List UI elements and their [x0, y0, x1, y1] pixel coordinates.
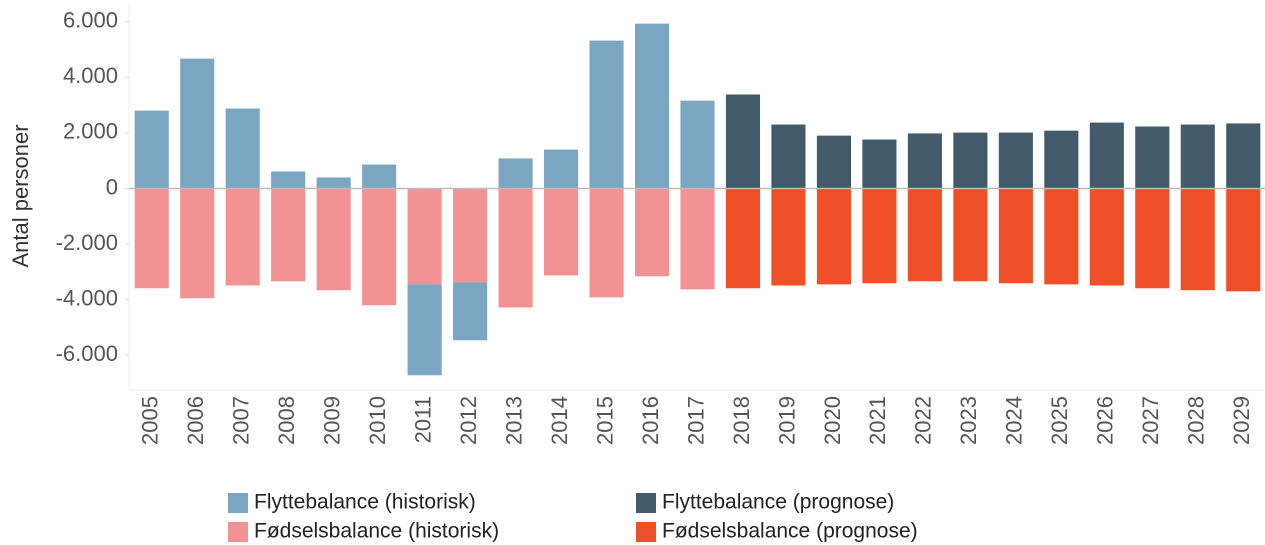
x-tick-label: 2005	[138, 396, 163, 445]
y-tick-label: 2.000	[63, 119, 118, 144]
x-tick-label: 2021	[865, 396, 890, 445]
bar	[1180, 124, 1215, 189]
legend-label: Flyttebalance (historisk)	[254, 491, 476, 514]
x-tick-label: 2025	[1047, 396, 1072, 445]
bar	[862, 139, 897, 189]
y-tick-label: 4.000	[63, 63, 118, 88]
x-tick-label: 2014	[547, 396, 572, 445]
bar	[771, 124, 806, 189]
y-tick-label: -2.000	[56, 230, 118, 255]
bar	[1089, 188, 1124, 286]
bar	[953, 188, 988, 282]
bar	[134, 188, 169, 289]
y-tick-label: -4.000	[56, 285, 118, 310]
x-tick-label: 2011	[410, 396, 435, 443]
x-tick-label: 2023	[956, 396, 981, 445]
bar	[1226, 188, 1261, 292]
bar	[816, 135, 851, 189]
y-tick-label: -6.000	[56, 341, 118, 366]
bar	[180, 188, 215, 299]
bar	[680, 100, 715, 189]
bar	[316, 177, 351, 189]
bar	[180, 58, 215, 189]
x-tick-label: 2029	[1229, 396, 1254, 445]
bar	[134, 110, 169, 189]
bar	[589, 188, 624, 298]
bar	[1180, 188, 1215, 291]
bar	[544, 188, 579, 276]
x-tick-label: 2018	[729, 396, 754, 445]
x-tick-label: 2010	[365, 396, 390, 445]
y-tick-label: 6.000	[63, 7, 118, 32]
bar	[498, 158, 533, 189]
y-axis-label: Antal personer	[8, 124, 33, 267]
x-tick-label: 2022	[911, 396, 936, 445]
legend-label: Fødselsbalance (historisk)	[254, 520, 499, 543]
x-tick-label: 2007	[229, 396, 254, 445]
bar	[407, 188, 442, 285]
x-tick-label: 2016	[638, 396, 663, 445]
bar	[271, 171, 306, 189]
y-tick-label: 0	[106, 174, 118, 199]
x-tick-label: 2024	[1002, 396, 1027, 445]
x-tick-label: 2017	[683, 396, 708, 445]
bar	[725, 188, 761, 289]
bar	[816, 188, 851, 285]
bar	[453, 282, 488, 341]
bar	[907, 188, 942, 282]
bar	[544, 149, 579, 189]
legend-swatch	[636, 522, 656, 542]
bar	[680, 188, 715, 290]
bar	[225, 108, 260, 189]
bar	[634, 23, 670, 189]
bar	[953, 132, 988, 189]
legend-swatch	[636, 493, 656, 513]
x-tick-label: 2012	[456, 396, 481, 445]
bar	[316, 188, 351, 291]
bar	[725, 94, 761, 189]
x-tick-label: 2009	[319, 396, 344, 445]
legend-label: Flyttebalance (prognose)	[662, 491, 894, 514]
bar	[362, 188, 397, 306]
bar	[907, 133, 942, 189]
x-tick-label: 2020	[820, 396, 845, 445]
bar	[862, 188, 897, 284]
legend-label: Fødselsbalance (prognose)	[662, 520, 918, 543]
bar	[589, 40, 624, 189]
x-tick-label: 2027	[1138, 396, 1163, 445]
bar	[998, 188, 1033, 284]
x-tick-label: 2026	[1093, 396, 1118, 445]
bar	[998, 132, 1033, 189]
x-tick-label: 2015	[592, 396, 617, 445]
x-tick-label: 2028	[1184, 396, 1209, 445]
bar	[1089, 122, 1124, 189]
bar	[1044, 130, 1079, 189]
bar	[1135, 188, 1170, 289]
bar	[771, 188, 806, 286]
x-tick-label: 2013	[501, 396, 526, 445]
bar	[498, 188, 533, 308]
legend-swatch	[228, 493, 248, 513]
bar	[225, 188, 260, 286]
legend-swatch	[228, 522, 248, 542]
bar	[271, 188, 306, 282]
x-tick-label: 2019	[774, 396, 799, 445]
bar	[634, 188, 670, 277]
bar	[362, 164, 397, 189]
x-tick-label: 2006	[183, 396, 208, 445]
bar	[1135, 126, 1170, 189]
bar	[407, 284, 442, 376]
x-tick-label: 2008	[274, 396, 299, 445]
bar	[453, 188, 488, 283]
bar	[1226, 123, 1261, 189]
bar	[1044, 188, 1079, 285]
